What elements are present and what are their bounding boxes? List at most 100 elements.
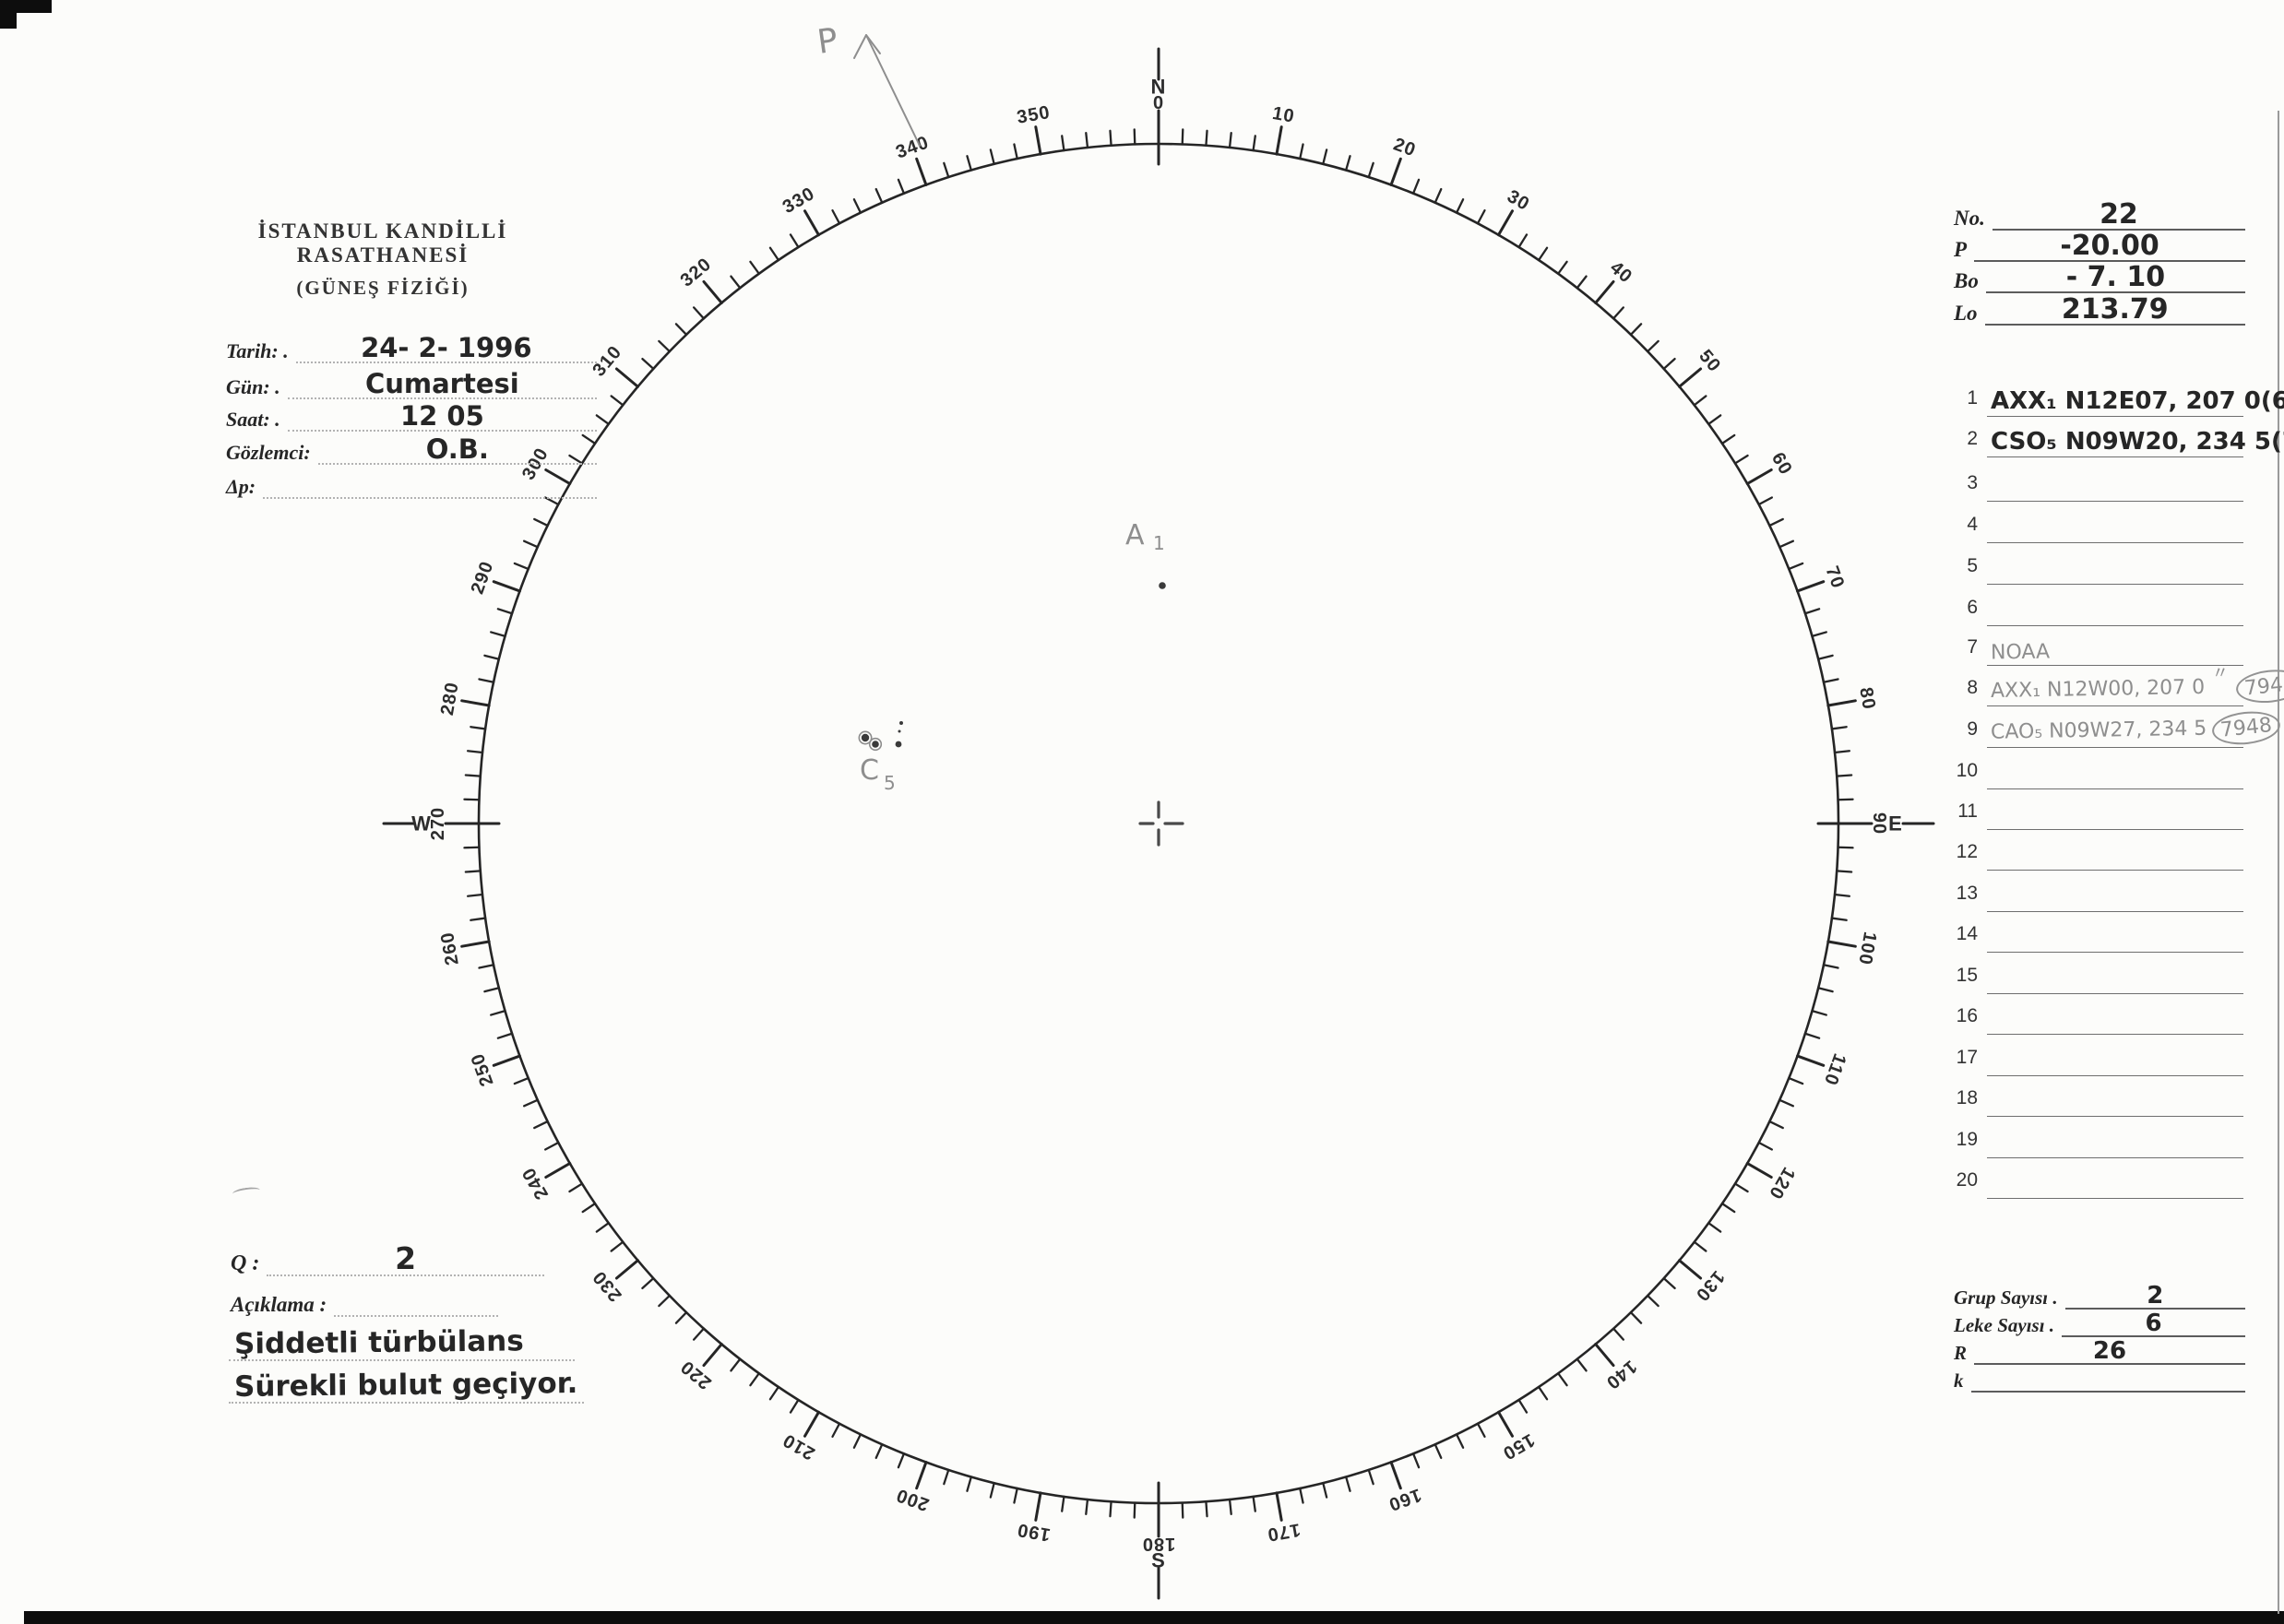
dial-tick [966, 1476, 973, 1492]
dial-tick [490, 1009, 506, 1016]
leke-sayisi-label: Leke Sayısı . [1954, 1314, 2055, 1336]
dial-tick [492, 1054, 521, 1067]
dial-tick [513, 1076, 529, 1085]
dial-tick [730, 1357, 742, 1372]
dial-tick [874, 187, 884, 204]
dial-degree-label: 100 [1854, 931, 1880, 967]
group-list-row-line [1987, 911, 2243, 912]
dial-tick [1757, 1141, 1774, 1151]
dial-tick [1833, 750, 1851, 754]
dial-tick [533, 517, 549, 528]
field-row-no: No. 22 [1954, 198, 2245, 231]
dial-tick [1816, 987, 1834, 993]
group-list-row-9: 9 CAO₅ N09W27, 234 5 7948 [1945, 708, 2282, 748]
dial-tick [533, 1120, 549, 1130]
group-list-row-text: AXX₁ N12W00, 207 0〃 7946 [1991, 663, 2284, 707]
dial-tick [1629, 1311, 1643, 1324]
field-row-p: P -20.00 [1954, 230, 2245, 262]
group-list-row-line [1987, 705, 2243, 706]
dial-tick [1693, 1240, 1707, 1252]
dial-tick [1707, 1222, 1722, 1233]
dial-tick [1594, 1343, 1615, 1368]
p-label: P [1954, 238, 1968, 261]
field-row-gun: Gün: . Cumartesi [226, 368, 597, 399]
group-list-row-18: 18 [1945, 1084, 2249, 1117]
dial-tick [1133, 128, 1136, 146]
dial-tick [1836, 774, 1853, 777]
dial-tick [1061, 135, 1065, 152]
dial-tick [1367, 1468, 1374, 1486]
dial-tick [1647, 1294, 1659, 1308]
group-list-row-1: 1 AXX₁ N12E07, 207 0(6) [1945, 384, 2284, 417]
scan-artifact-right-edge [2278, 111, 2279, 1614]
dial-degree-label: 20 [1391, 135, 1419, 161]
dial-tick [1228, 131, 1232, 149]
field-row-saat: Saat: . 12 05 [226, 400, 597, 432]
group-list-row-line [1987, 584, 2243, 585]
delta-p-leader-line [263, 469, 597, 499]
k-factor-label: k [1954, 1369, 1964, 1392]
dial-tick [1826, 699, 1857, 707]
dial-tick [470, 726, 487, 730]
dial-tick [803, 209, 820, 237]
tarih-label: Tarih: . [226, 339, 289, 362]
dial-tick [803, 1410, 820, 1438]
dial-tick [831, 208, 841, 225]
dial-tick [1013, 143, 1018, 160]
dial-tick [581, 1202, 597, 1214]
dial-tick [544, 468, 572, 485]
dial-tick [1085, 1498, 1089, 1516]
dial-tick [1411, 1452, 1421, 1469]
circled-noaa-number: 7946 [2234, 666, 2284, 706]
aciklama-leader-line [334, 1287, 498, 1317]
group-list-row-line [1987, 625, 2243, 626]
group-list-row-line [1987, 501, 2243, 502]
dial-degree-label: 280 [437, 681, 463, 717]
dial-tick [568, 454, 584, 465]
saat-leader-line: 12 05 [287, 400, 597, 432]
dial-tick [522, 539, 539, 549]
saat-label: Saat: . [226, 408, 280, 431]
dial-tick [1389, 157, 1402, 186]
dial-tick [1322, 1481, 1328, 1499]
dial-tick [749, 260, 760, 275]
field-row-k-factor: k [1954, 1363, 2245, 1393]
field-row-q: Q : 2 [231, 1240, 544, 1276]
group-list-row-line [1987, 542, 2243, 543]
dial-tick [1252, 1495, 1256, 1512]
dial-tick [1034, 1491, 1042, 1522]
dial-tick [702, 279, 723, 304]
dial-tick [466, 893, 484, 897]
dial-tick [1707, 414, 1722, 425]
group-list-row-line [1987, 1198, 2243, 1199]
dial-tick [1133, 1501, 1136, 1519]
dial-tick [478, 678, 495, 683]
dial-tick [1788, 1076, 1804, 1085]
dial-tick [1796, 580, 1826, 593]
group-list-row-12: 12 [1945, 837, 2249, 871]
dial-tick [1205, 129, 1208, 147]
group-list-row-15: 15 [1945, 961, 2249, 994]
dial-tick [1778, 1098, 1795, 1108]
group-list-row-7: 7 NOAA [1945, 633, 2249, 666]
dial-tick [1822, 964, 1839, 969]
dial-tick [749, 1372, 760, 1387]
sunspot-group-label: C [860, 754, 879, 787]
dial-tick [1757, 496, 1774, 506]
dial-degree-label: 60 [1767, 449, 1796, 479]
dial-tick [1389, 1461, 1402, 1490]
field-row-tarih: Tarih: . 24- 2- 1996 [226, 332, 597, 363]
group-list-row-8: 8 AXX₁ N12W00, 207 0〃 7946 [1945, 663, 2284, 706]
dial-degree-label: 130 [1691, 1266, 1728, 1305]
no-leader-line: 22 [1992, 198, 2245, 231]
group-list-row-text: CAO₅ N09W27, 234 5 7948 [1991, 708, 2282, 748]
dial-tick [1612, 1327, 1625, 1341]
dial-tick [614, 1259, 639, 1280]
sunspot [872, 741, 879, 748]
dial-degree-label: 70 [1821, 563, 1848, 591]
dial-tick [1205, 1500, 1208, 1518]
p-leader-line: -20.00 [1974, 230, 2245, 262]
remark-line-1: Şiddetli türbülans [229, 1321, 575, 1361]
r-number-leader-line: 26 [1974, 1335, 2245, 1365]
